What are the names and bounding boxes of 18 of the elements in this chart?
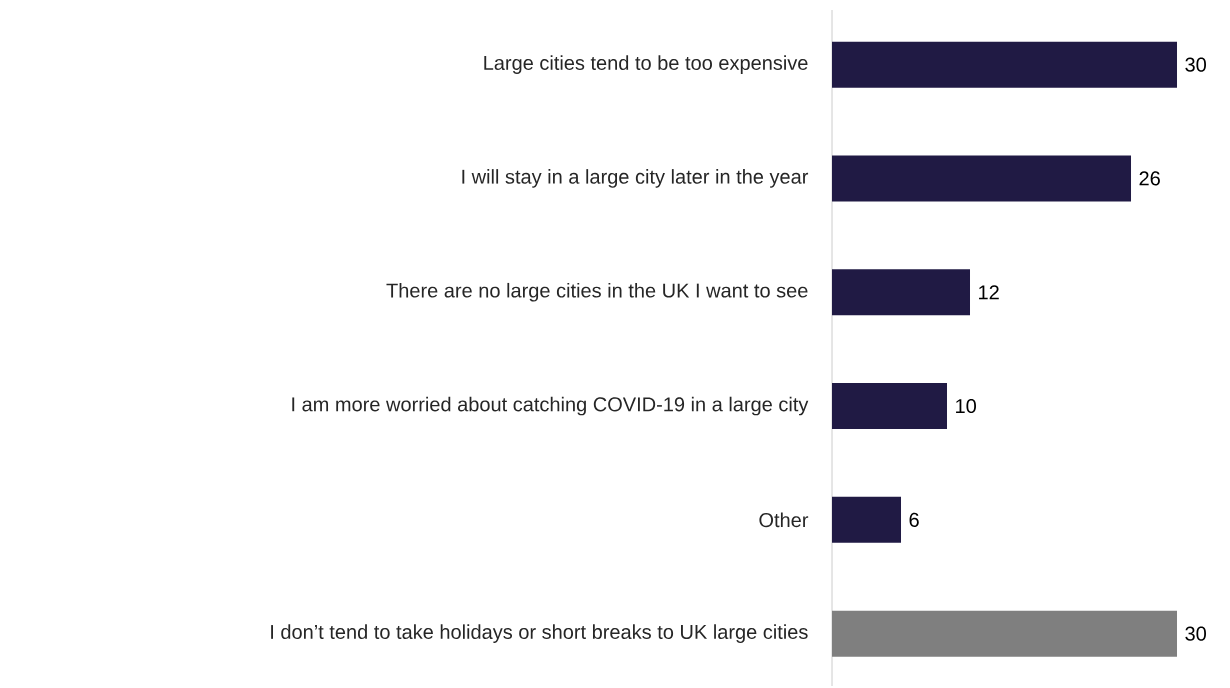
y-tick-label: Large cities tend to be too expensive (484, 55, 808, 74)
bar (832, 383, 948, 430)
data-label: 30 (1185, 57, 1206, 72)
bar (832, 41, 1178, 88)
data-label: 10 (956, 398, 976, 414)
y-tick-label: I don’t tend to take holidays or short breaks to UK large cities (271, 624, 808, 643)
data-label: 26 (1139, 171, 1160, 186)
y-tick-label: I will stay in a large city later in the year (462, 169, 809, 188)
bar (832, 496, 902, 543)
bar (832, 155, 1132, 202)
data-label: 30 (1185, 626, 1206, 641)
y-tick-label: There are no large cities in the UK I want to see (386, 282, 808, 302)
y-tick-label: I am more worried about catching COVID-19 in a large city (292, 396, 809, 416)
data-label: 6 (909, 512, 919, 527)
bar (832, 610, 1178, 657)
y-tick-label: Other (759, 512, 809, 528)
data-label: 12 (979, 285, 999, 300)
bar (832, 269, 971, 316)
